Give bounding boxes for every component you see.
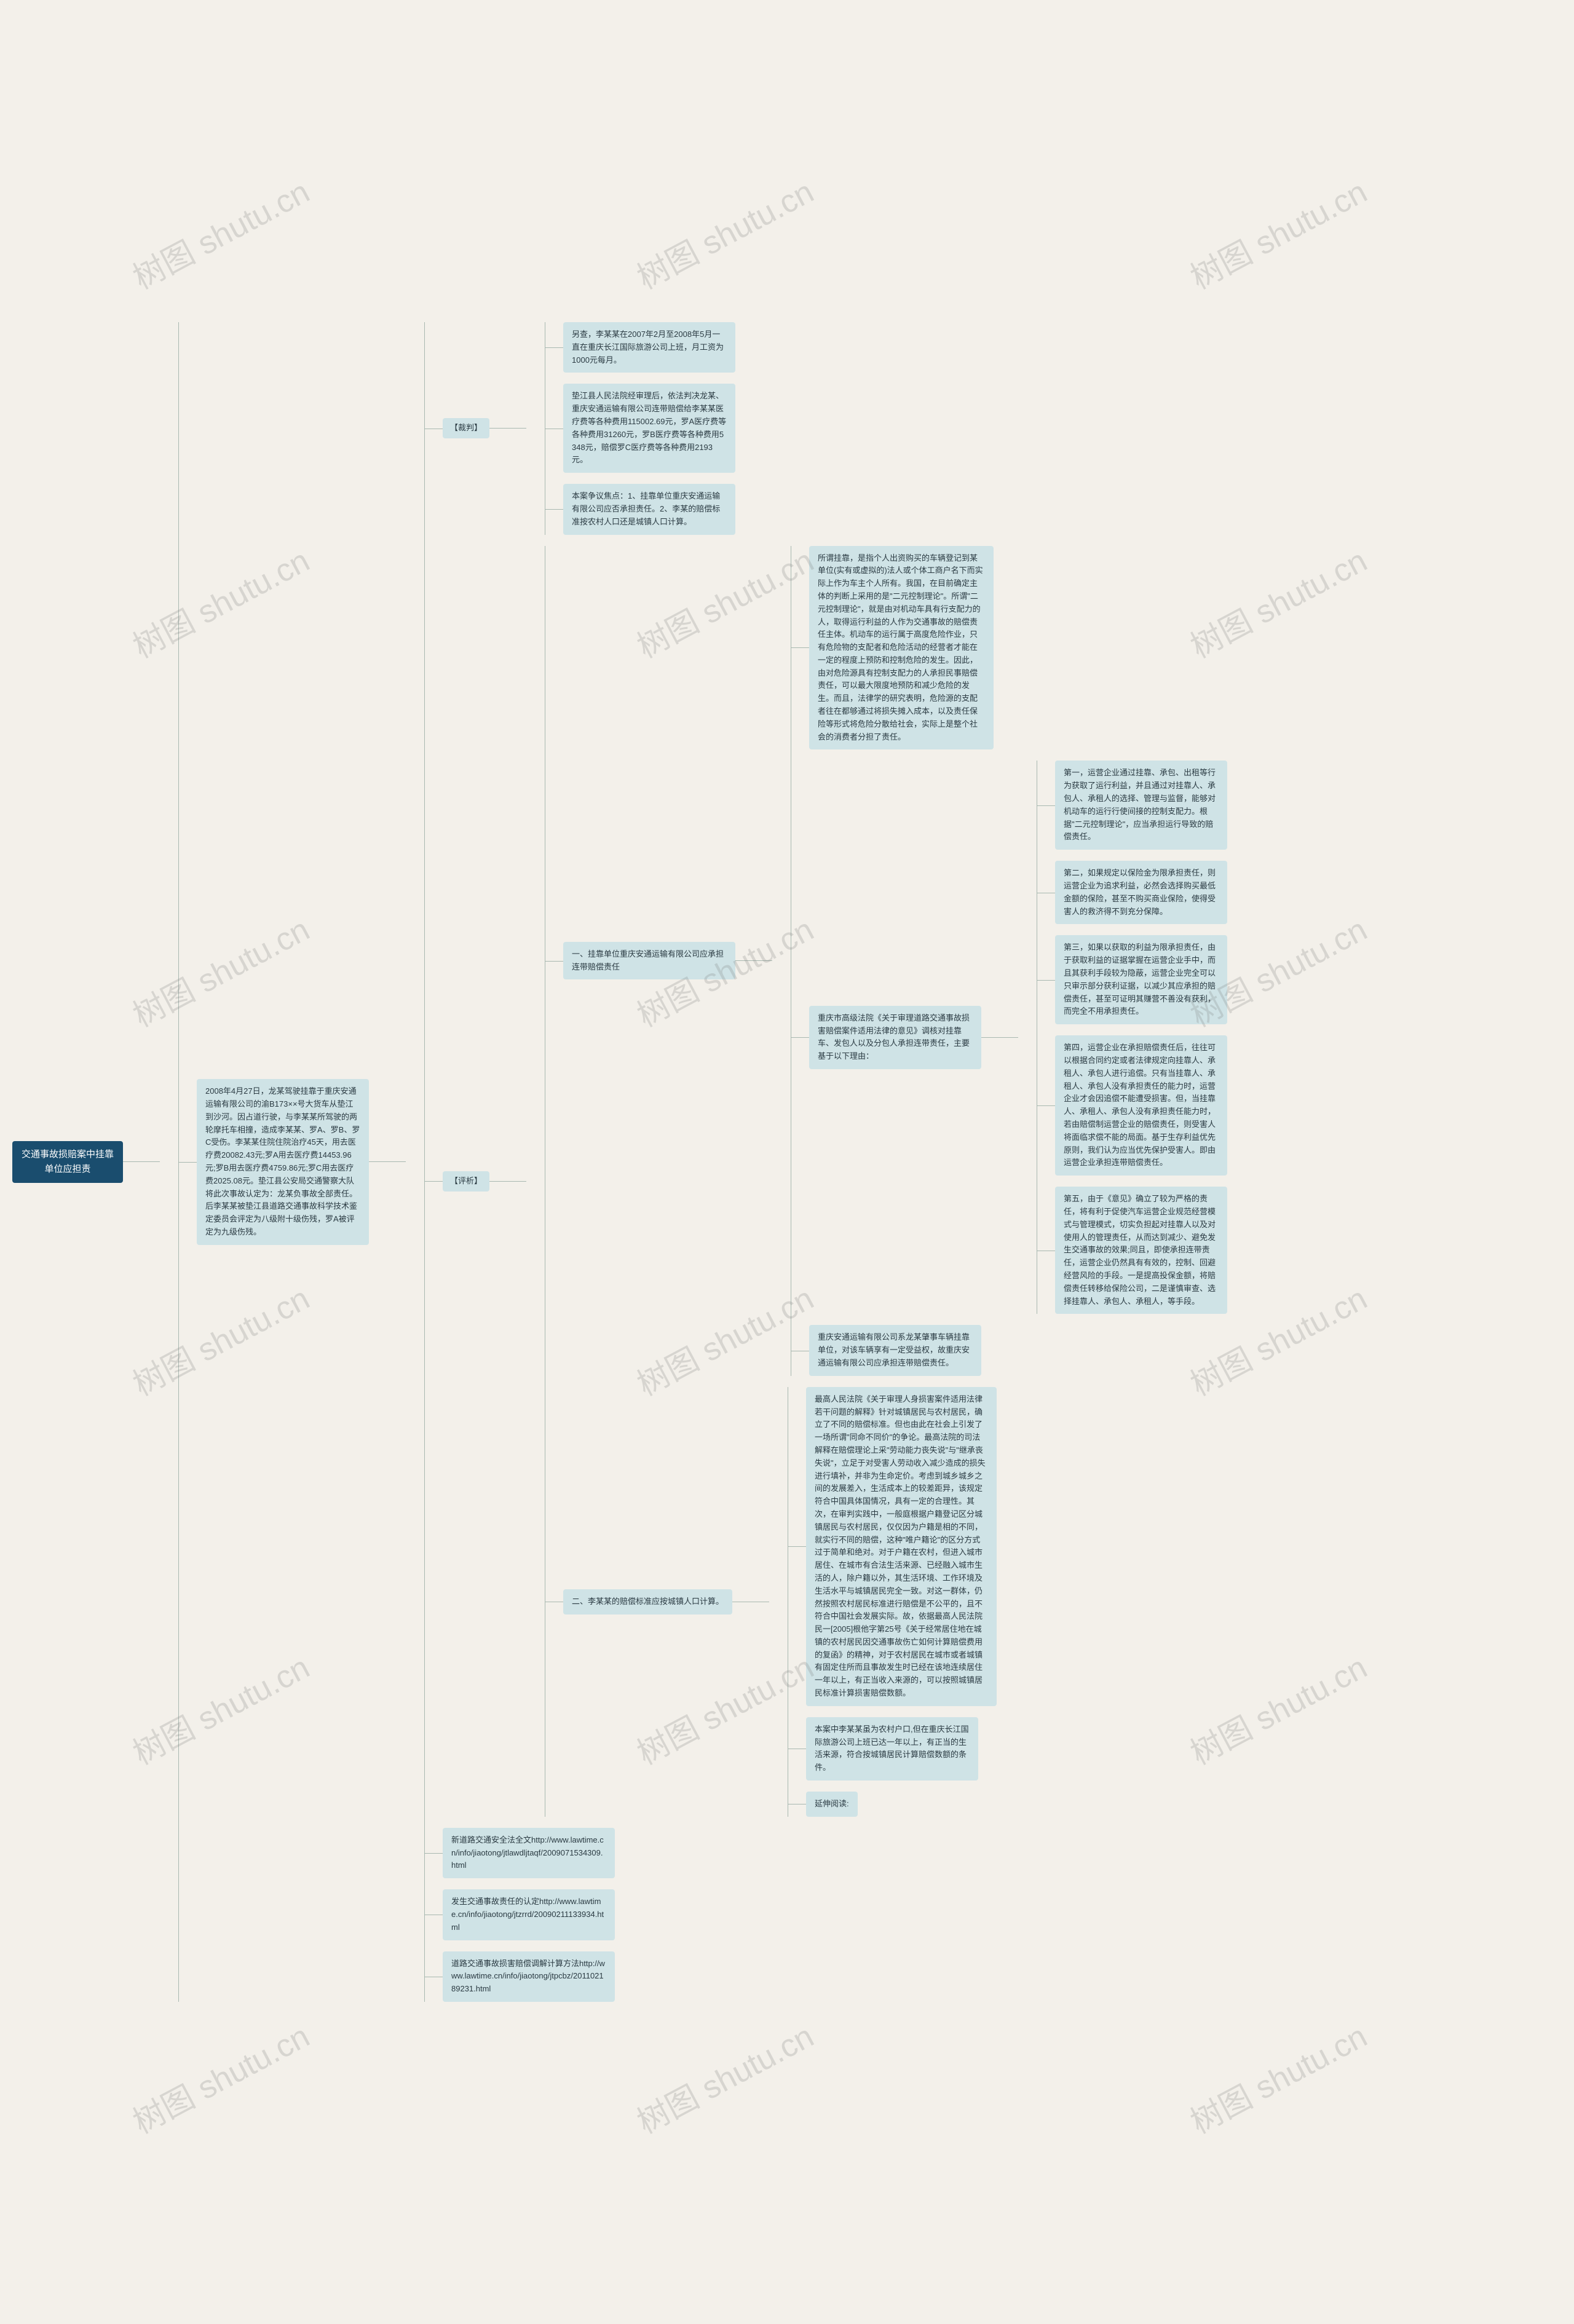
connector xyxy=(123,1161,160,1162)
link-2-wrap: 道路交通事故损害赔偿调解计算方法http://www.lawtime.cn/in… xyxy=(443,1951,1227,2002)
link-0-wrap: 新道路交通安全法全文http://www.lawtime.cn/info/jia… xyxy=(443,1828,1227,1878)
link-1[interactable]: 发生交通事故责任的认定http://www.lawtime.cn/info/ji… xyxy=(443,1889,615,1940)
watermark-text: 树图 shutu.cn xyxy=(124,2010,316,2142)
section2-wrap: 二、李某某的赔偿标准应按城镇人口计算。 最高人民法院《关于审理人身损害案件适用法… xyxy=(563,1387,1227,1817)
judgment-item-1: 垫江县人民法院经审理后，依法判决龙某、重庆安通运输有限公司连带赔偿给李某某医疗费… xyxy=(563,384,735,473)
l1-wrap: 2008年4月27日，龙某驾驶挂靠于重庆安通运输有限公司的渝B173××号大货车… xyxy=(197,322,1227,2002)
watermark-text: 树图 shutu.cn xyxy=(1181,166,1374,298)
section2-children: 最高人民法院《关于审理人身损害案件适用法律若干问题的解释》针对城镇居民与农村居民… xyxy=(806,1387,997,1817)
reason-1: 第二，如果规定以保险金为限承担责任，则运营企业为追求利益，必然会选择购买最低金额… xyxy=(1055,861,1227,924)
section2-text-2[interactable]: 延伸阅读: xyxy=(806,1792,858,1817)
section2-item-0: 最高人民法院《关于审理人身损害案件适用法律若干问题的解释》针对城镇居民与农村居民… xyxy=(806,1387,997,1706)
connector xyxy=(489,428,526,429)
section2-item-2: 延伸阅读: xyxy=(806,1792,997,1817)
judgment-text-0[interactable]: 另查，李某某在2007年2月至2008年5月一直在重庆长江国际旅游公司上班，月工… xyxy=(563,322,735,373)
reason-text-4[interactable]: 第五，由于《意见》确立了较为严格的责任，将有利于促使汽车运营企业规范经营模式与管… xyxy=(1055,1187,1227,1314)
section2-text-0[interactable]: 最高人民法院《关于审理人身损害案件适用法律若干问题的解释》针对城镇居民与农村居民… xyxy=(806,1387,997,1706)
link-0[interactable]: 新道路交通安全法全文http://www.lawtime.cn/info/jia… xyxy=(443,1828,615,1878)
judgment-children: 另查，李某某在2007年2月至2008年5月一直在重庆长江国际旅游公司上班，月工… xyxy=(563,322,735,535)
watermark-text: 树图 shutu.cn xyxy=(1181,2010,1374,2142)
judgment-text-1[interactable]: 垫江县人民法院经审理后，依法判决龙某、重庆安通运输有限公司连带赔偿给李某某医疗费… xyxy=(563,384,735,473)
section1-children: 所谓挂靠，是指个人出资购买的车辆登记到某单位(实有或虚拟的)法人或个体工商户名下… xyxy=(809,546,1227,1376)
section2-title[interactable]: 二、李某某的赔偿标准应按城镇人口计算。 xyxy=(563,1589,732,1615)
section1-expl[interactable]: 所谓挂靠，是指个人出资购买的车辆登记到某单位(实有或虚拟的)法人或个体工商户名下… xyxy=(809,546,994,750)
mindmap-root: 交通事故损赔案中挂靠单位应担责 2008年4月27日，龙某驾驶挂靠于重庆安通运输… xyxy=(12,25,1562,2299)
watermark-text: 树图 shutu.cn xyxy=(628,2010,820,2142)
reason-text-1[interactable]: 第二，如果规定以保险金为限承担责任，则运营企业为追求利益，必然会选择购买最低金额… xyxy=(1055,861,1227,924)
analysis-wrap: 【评析】 一、挂靠单位重庆安通运输有限公司应承担连带赔偿责任 所谓挂靠，是指个人… xyxy=(443,546,1227,1817)
l1-children: 2008年4月27日，龙某驾驶挂靠于重庆安通运输有限公司的渝B173××号大货车… xyxy=(197,322,1227,2002)
link-2[interactable]: 道路交通事故损害赔偿调解计算方法http://www.lawtime.cn/in… xyxy=(443,1951,615,2002)
reason-text-0[interactable]: 第一，运营企业通过挂靠、承包、出租等行为获取了运行利益，并且通过对挂靠人、承包人… xyxy=(1055,761,1227,850)
judgment-item-2: 本案争议焦点：1、挂靠单位重庆安通运输有限公司应否承担责任。2、李某的赔偿标准按… xyxy=(563,484,735,534)
link-1-wrap: 发生交通事故责任的认定http://www.lawtime.cn/info/ji… xyxy=(443,1889,1227,1940)
analysis-label[interactable]: 【评析】 xyxy=(443,1171,489,1192)
case-facts-node[interactable]: 2008年4月27日，龙某驾驶挂靠于重庆安通运输有限公司的渝B173××号大货车… xyxy=(197,1079,369,1245)
judgment-item-0: 另查，李某某在2007年2月至2008年5月一直在重庆长江国际旅游公司上班，月工… xyxy=(563,322,735,373)
analysis-children: 一、挂靠单位重庆安通运输有限公司应承担连带赔偿责任 所谓挂靠，是指个人出资购买的… xyxy=(563,546,1227,1817)
l2-children: 【裁判】 另查，李某某在2007年2月至2008年5月一直在重庆长江国际旅游公司… xyxy=(443,322,1227,2002)
judgment-text-2[interactable]: 本案争议焦点：1、挂靠单位重庆安通运输有限公司应否承担责任。2、李某的赔偿标准按… xyxy=(563,484,735,534)
section1-opinion-wrap: 重庆市高级法院《关于审理道路交通事故损害赔偿案件适用法律的意见》调核对挂靠车、发… xyxy=(809,761,1227,1314)
section1-conclusion[interactable]: 重庆安通运输有限公司系龙某肇事车辆挂靠单位，对该车辆享有一定受益权，故重庆安通运… xyxy=(809,1325,981,1375)
reason-0: 第一，运营企业通过挂靠、承包、出租等行为获取了运行利益，并且通过对挂靠人、承包人… xyxy=(1055,761,1227,850)
judgment-label[interactable]: 【裁判】 xyxy=(443,418,489,438)
watermark-text: 树图 shutu.cn xyxy=(124,166,316,298)
section1-title[interactable]: 一、挂靠单位重庆安通运输有限公司应承担连带赔偿责任 xyxy=(563,942,735,980)
section1-conclusion-wrap: 重庆安通运输有限公司系龙某肇事车辆挂靠单位，对该车辆享有一定受益权，故重庆安通运… xyxy=(809,1325,1227,1375)
section1-opinion-intro[interactable]: 重庆市高级法院《关于审理道路交通事故损害赔偿案件适用法律的意见》调核对挂靠车、发… xyxy=(809,1006,981,1069)
reason-text-2[interactable]: 第三，如果以获取的利益为限承担责任，由于获取利益的证据掌握在运营企业手中，而且其… xyxy=(1055,935,1227,1024)
connector xyxy=(981,1037,1018,1038)
judgment-wrap: 【裁判】 另查，李某某在2007年2月至2008年5月一直在重庆长江国际旅游公司… xyxy=(443,322,1227,535)
section2-text-1[interactable]: 本案中李某某虽为农村户口,但在重庆长江国际旅游公司上班已达一年以上，有正当的生活… xyxy=(806,1717,978,1781)
section1-wrap: 一、挂靠单位重庆安通运输有限公司应承担连带赔偿责任 所谓挂靠，是指个人出资购买的… xyxy=(563,546,1227,1376)
section2-item-1: 本案中李某某虽为农村户口,但在重庆长江国际旅游公司上班已达一年以上，有正当的生活… xyxy=(806,1717,997,1781)
connector xyxy=(735,960,772,961)
watermark-text: 树图 shutu.cn xyxy=(628,166,820,298)
reason-text-3[interactable]: 第四，运营企业在承担赔偿责任后，往往可以根据合同约定或者法律规定向挂靠人、承租人… xyxy=(1055,1035,1227,1176)
reason-3: 第四，运营企业在承担赔偿责任后，往往可以根据合同约定或者法律规定向挂靠人、承租人… xyxy=(1055,1035,1227,1176)
root-node[interactable]: 交通事故损赔案中挂靠单位应担责 xyxy=(12,1141,123,1183)
connector xyxy=(369,1161,406,1162)
connector xyxy=(489,1181,526,1182)
reasons-children: 第一，运营企业通过挂靠、承包、出租等行为获取了运行利益，并且通过对挂靠人、承包人… xyxy=(1055,761,1227,1314)
section1-expl-wrap: 所谓挂靠，是指个人出资购买的车辆登记到某单位(实有或虚拟的)法人或个体工商户名下… xyxy=(809,546,1227,750)
reason-2: 第三，如果以获取的利益为限承担责任，由于获取利益的证据掌握在运营企业手中，而且其… xyxy=(1055,935,1227,1024)
root-branch: 交通事故损赔案中挂靠单位应担责 2008年4月27日，龙某驾驶挂靠于重庆安通运输… xyxy=(12,322,1227,2002)
reason-4: 第五，由于《意见》确立了较为严格的责任，将有利于促使汽车运营企业规范经营模式与管… xyxy=(1055,1187,1227,1314)
